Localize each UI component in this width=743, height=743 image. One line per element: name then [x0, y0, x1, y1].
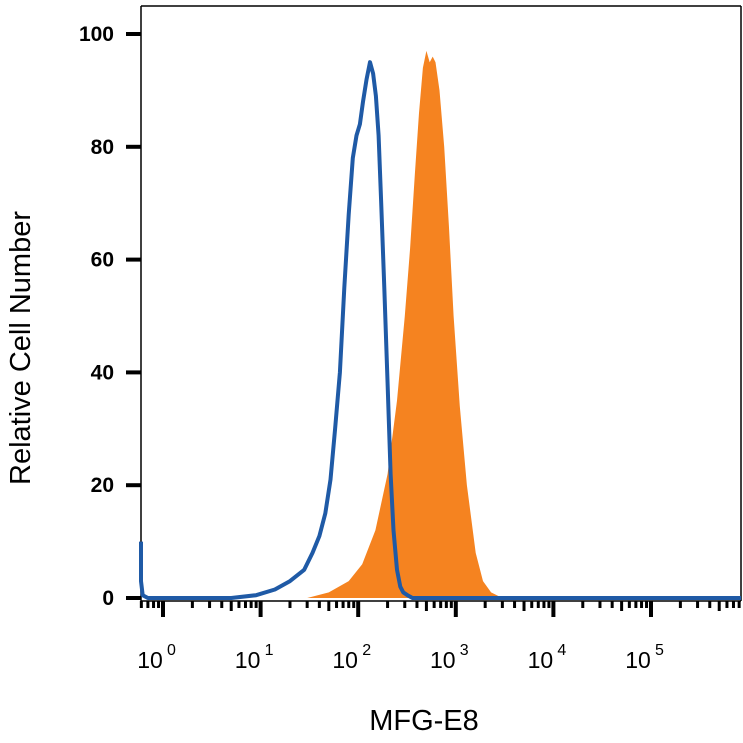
- y-tick-label: 40: [91, 361, 114, 384]
- x-tick-exponent: 3: [460, 642, 469, 659]
- x-tick-label: 10 2: [332, 642, 371, 673]
- x-tick-exponent: 4: [557, 642, 566, 659]
- x-tick-label: 10 0: [137, 642, 176, 673]
- x-tick-label: 10 3: [430, 642, 469, 673]
- x-tick-base: 10: [430, 647, 456, 673]
- x-tick-label: 10 5: [625, 642, 664, 673]
- x-tick-exponent: 0: [167, 642, 176, 659]
- y-axis-ticks: 0 20 40 60 80 100: [79, 23, 141, 610]
- series-layer: [139, 50, 741, 600]
- y-tick-label: 100: [79, 23, 114, 46]
- x-axis-title: MFG-E8: [369, 705, 479, 737]
- x-tick-base: 10: [528, 647, 554, 673]
- y-axis-title: Relative Cell Number: [5, 211, 37, 485]
- y-tick-label: 20: [91, 474, 114, 497]
- series-0-filled-area: [141, 50, 741, 598]
- x-tick-exponent: 1: [265, 642, 274, 659]
- series-1-line: [139, 60, 741, 600]
- x-tick-label: 10 1: [235, 642, 274, 673]
- x-tick-base: 10: [625, 647, 651, 673]
- x-axis-ticks: 10 0 10 1 10 2 10 3 10 4 10 5: [137, 601, 741, 673]
- x-tick-label: 10 4: [528, 642, 567, 673]
- x-tick-exponent: 2: [362, 642, 371, 659]
- x-tick-base: 10: [235, 647, 261, 673]
- x-tick-base: 10: [137, 647, 163, 673]
- x-tick-exponent: 5: [655, 642, 664, 659]
- y-tick-label: 80: [91, 136, 114, 159]
- y-tick-label: 60: [91, 249, 114, 272]
- x-tick-base: 10: [332, 647, 358, 673]
- y-tick-label: 0: [102, 587, 114, 610]
